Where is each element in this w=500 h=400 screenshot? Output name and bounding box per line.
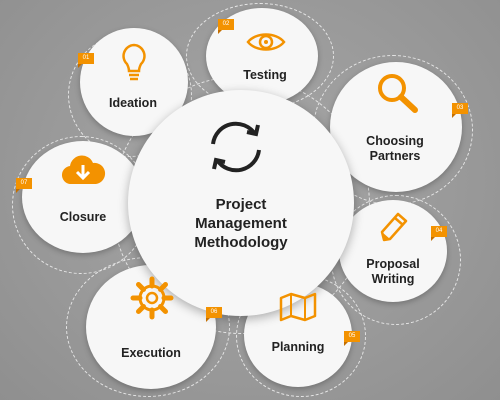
step-circle-proposal [339,200,447,302]
step-label-planning: Planning [271,340,325,354]
step-number-05: 05 [344,331,360,346]
step-number-04: 04 [431,226,447,241]
step-label-partners-line-2: Partners [369,149,421,163]
step-number-02: 02 [218,19,234,34]
lightbulb-icon [122,43,146,81]
center-title-line-1: Project [215,196,267,213]
step-label-proposal-line-2: Writing [371,272,415,286]
center-title-line-3: Methodology [194,234,288,251]
step-label-closure: Closure [59,210,107,224]
step-label-execution: Execution [121,346,181,360]
step-number-01: 01 [78,53,94,68]
cloud-download-icon [61,155,106,185]
step-number-03: 03 [452,103,468,118]
step-label-proposal-line-1: Proposal [366,257,420,271]
center-title: Project Management Methodology [150,195,332,252]
magnifier-icon [378,74,418,113]
step-label-testing: Testing [243,68,287,82]
step-label-ideation: Ideation [109,96,157,110]
step-label-proposal: Proposal Writing [348,257,438,287]
map-icon [279,292,317,322]
step-number-07: 07 [16,178,32,193]
center-circle [128,90,354,316]
gear-icon [130,276,174,320]
step-label-partners-line-1: Choosing [366,134,424,148]
step-number-06: 06 [206,307,222,322]
pencil-icon [380,212,408,242]
step-label-partners: Choosing Partners [350,134,440,164]
refresh-icon [211,121,261,173]
step-circle-partners [330,62,462,192]
eye-icon [246,33,286,51]
center-title-line-2: Management [195,215,287,232]
